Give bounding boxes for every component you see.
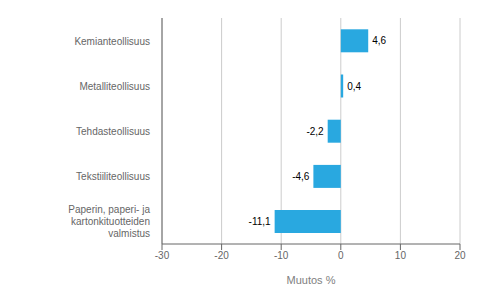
svg-text:0,4: 0,4 [347, 81, 361, 92]
svg-text:20: 20 [454, 250, 466, 261]
svg-text:-4,6: -4,6 [292, 171, 310, 182]
svg-text:-2,2: -2,2 [306, 126, 324, 137]
svg-text:Kemianteollisuus: Kemianteollisuus [74, 35, 150, 46]
svg-text:-11,1: -11,1 [249, 216, 271, 227]
svg-text:10: 10 [395, 250, 407, 261]
svg-text:Tehdasteollisuus: Tehdasteollisuus [76, 126, 150, 137]
svg-text:Paperin, paperi- jakartonkituo: Paperin, paperi- jakartonkituotteidenval… [68, 204, 150, 239]
svg-text:Metalliteollisuus: Metalliteollisuus [79, 80, 150, 91]
svg-text:Tekstiiliteollisuus: Tekstiiliteollisuus [76, 171, 150, 182]
svg-text:-20: -20 [214, 250, 229, 261]
svg-text:-30: -30 [155, 250, 170, 261]
svg-text:-10: -10 [274, 250, 289, 261]
svg-text:Muutos %: Muutos % [287, 274, 336, 286]
svg-text:4,6: 4,6 [372, 35, 386, 46]
svg-text:0: 0 [338, 250, 344, 261]
